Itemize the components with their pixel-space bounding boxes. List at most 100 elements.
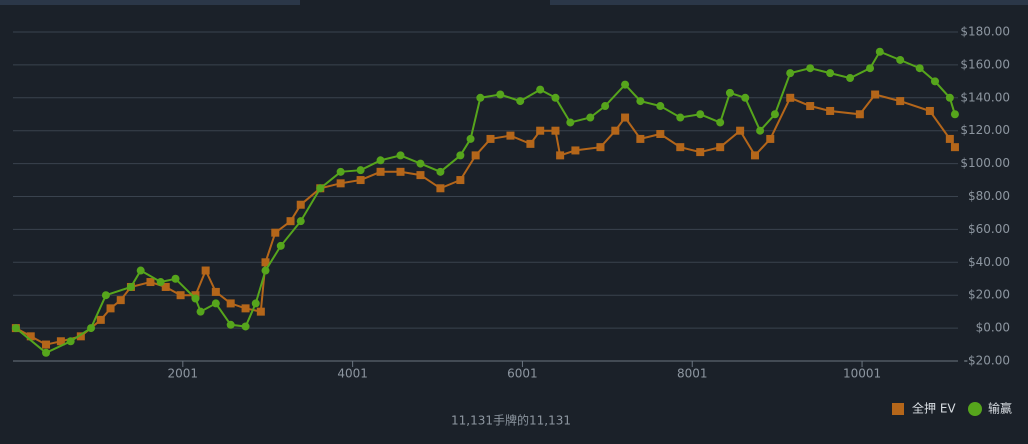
point	[276, 241, 285, 250]
point	[486, 134, 495, 143]
point	[945, 93, 954, 102]
point	[656, 129, 665, 138]
point	[161, 282, 170, 291]
series-line	[15, 50, 956, 354]
point	[930, 77, 939, 86]
point	[396, 167, 405, 176]
point	[96, 315, 105, 324]
point	[376, 167, 385, 176]
point	[191, 294, 200, 303]
footer: 11,131手牌的11,131	[451, 413, 571, 428]
point	[76, 332, 85, 341]
point	[11, 324, 20, 333]
y-tick-label: -$20.00	[964, 354, 1010, 368]
legend-marker	[968, 402, 982, 416]
point	[396, 151, 405, 160]
point	[826, 106, 835, 115]
point	[556, 151, 565, 160]
point	[296, 200, 305, 209]
point	[736, 126, 745, 135]
point	[696, 110, 705, 119]
point	[241, 322, 250, 331]
point	[770, 110, 779, 119]
point	[611, 126, 620, 135]
point	[601, 102, 610, 111]
y-tick-label: $120.00	[960, 123, 1010, 137]
point	[526, 139, 535, 148]
legend-marker	[892, 403, 904, 415]
point	[896, 55, 905, 64]
point	[476, 93, 485, 102]
x-tick-label: 2001	[168, 367, 199, 381]
point	[676, 113, 685, 122]
series-line	[15, 93, 956, 346]
point	[586, 113, 595, 122]
legend-label: 全押 EV	[912, 401, 956, 416]
point	[806, 102, 815, 111]
point	[226, 299, 235, 308]
point	[826, 69, 835, 78]
y-tick-label: $140.00	[960, 90, 1010, 104]
point	[571, 146, 580, 155]
point	[636, 97, 645, 106]
point	[551, 93, 560, 102]
point	[126, 282, 135, 291]
point	[42, 340, 51, 349]
point	[101, 291, 110, 300]
point	[106, 304, 115, 313]
point	[915, 64, 924, 73]
x-tick-label: 8001	[677, 367, 708, 381]
point	[871, 90, 880, 99]
point	[896, 97, 905, 106]
point	[466, 134, 475, 143]
point	[146, 278, 155, 287]
point	[875, 47, 884, 56]
point	[436, 167, 445, 176]
y-tick-label: $40.00	[968, 255, 1010, 269]
point	[925, 106, 934, 115]
point	[471, 151, 480, 160]
point	[456, 176, 465, 185]
point	[596, 143, 605, 152]
point	[741, 93, 750, 102]
point	[356, 166, 365, 175]
point	[256, 307, 265, 316]
y-tick-label: $0.00	[976, 321, 1010, 335]
point	[356, 176, 365, 185]
point	[56, 337, 65, 346]
y-tick-label: $100.00	[960, 156, 1010, 170]
point	[506, 131, 515, 140]
tab[interactable]	[0, 0, 300, 5]
point	[636, 134, 645, 143]
point	[211, 299, 220, 308]
point	[226, 320, 235, 329]
point	[725, 88, 734, 97]
point	[950, 110, 959, 119]
point	[156, 278, 165, 287]
point	[696, 148, 705, 157]
point	[171, 274, 180, 283]
legend-label: 输赢	[988, 401, 1012, 416]
y-tick-label: $20.00	[968, 288, 1010, 302]
point	[551, 126, 560, 135]
point	[42, 348, 51, 357]
y-tick-label: $160.00	[960, 57, 1010, 71]
point	[945, 134, 954, 143]
x-tick-label: 10001	[843, 367, 881, 381]
point	[416, 171, 425, 180]
x-tick-label: 4001	[337, 367, 368, 381]
point	[496, 90, 505, 99]
point	[766, 134, 775, 143]
point	[536, 85, 545, 94]
point	[261, 258, 270, 267]
point	[211, 287, 220, 296]
point	[756, 126, 765, 135]
point	[866, 64, 875, 73]
y-tick-label: $80.00	[968, 189, 1010, 203]
point	[26, 332, 35, 341]
point	[566, 118, 575, 127]
tab[interactable]	[550, 0, 1028, 5]
point	[716, 118, 725, 127]
